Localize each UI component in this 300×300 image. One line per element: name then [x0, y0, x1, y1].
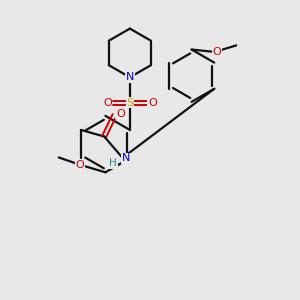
Text: H: H — [109, 158, 117, 168]
Text: N: N — [126, 72, 134, 82]
Text: N: N — [122, 154, 130, 164]
Text: O: O — [76, 160, 85, 170]
Text: O: O — [148, 98, 157, 108]
Text: O: O — [103, 98, 112, 108]
Text: O: O — [116, 109, 125, 118]
Text: S: S — [126, 98, 134, 108]
Text: O: O — [212, 47, 221, 57]
